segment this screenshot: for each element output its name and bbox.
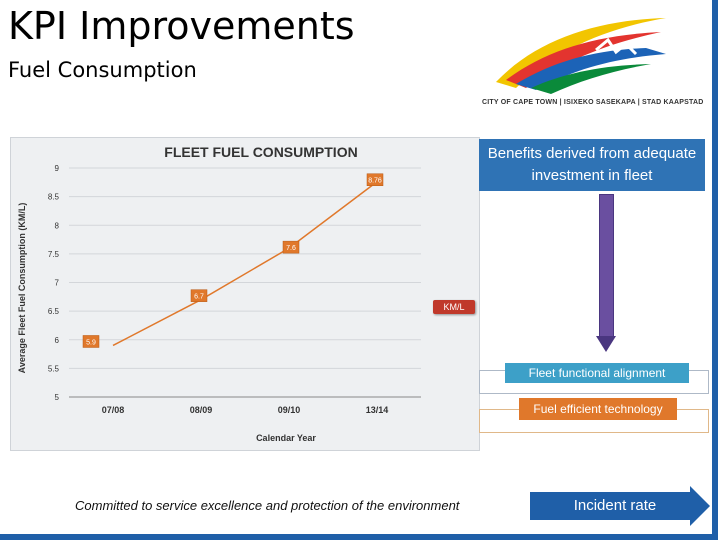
data-label-box	[282, 240, 300, 254]
y-tick-label: 7	[55, 279, 60, 288]
x-axis-label: Calendar Year	[256, 433, 316, 443]
x-tick-label: 07/08	[102, 405, 125, 415]
slide-title: KPI Improvements	[8, 4, 355, 48]
data-label-box	[82, 335, 100, 348]
y-tick-label: 9	[55, 164, 60, 173]
logo-text: CITY OF CAPE TOWN | ISIXEKO SASEKAPA | S…	[482, 99, 704, 106]
arrow-head-icon	[596, 336, 616, 352]
y-axis-label: Average Fleet Fuel Consumption (KM/L)	[17, 203, 27, 374]
incident-rate-label[interactable]: Incident rate	[573, 497, 657, 514]
y-tick-label: 7.5	[48, 250, 60, 259]
slide-subtitle: Fuel Consumption	[8, 58, 197, 82]
y-tick-label: 8	[55, 221, 60, 230]
data-label-box	[190, 289, 208, 302]
series-line	[112, 181, 378, 347]
fleet-alignment-box: Fleet functional alignment	[505, 363, 689, 383]
footer-text: Committed to service excellence and prot…	[75, 498, 460, 513]
x-tick-label: 09/10	[278, 405, 301, 415]
chart-svg: FLEET FUEL CONSUMPTION 5 5.5 6 6.5 7 7.5 8 8.5 9 0…	[17, 144, 421, 443]
fuel-chart: FLEET FUEL CONSUMPTION 5 5.5 6 6.5 7 7.5 8 8.5 9 0…	[10, 137, 480, 451]
incident-arrow-icon[interactable]	[530, 486, 710, 526]
y-tick-label: 5.5	[48, 364, 60, 373]
y-tick-label: 5	[55, 393, 60, 402]
x-tick-label: 08/09	[190, 405, 213, 415]
y-tick-label: 6.5	[48, 307, 60, 316]
benefits-box: Benefits derived from adequate investmen…	[479, 139, 705, 191]
data-label: 6.7	[194, 294, 204, 301]
fuel-technology-box: Fuel efficient technology	[519, 398, 677, 420]
data-label: 8.76	[368, 178, 382, 185]
data-label: 5.9	[86, 339, 96, 346]
city-logo-icon	[496, 18, 666, 94]
data-label: 7.6	[286, 245, 296, 252]
chart-title: FLEET FUEL CONSUMPTION	[164, 144, 357, 160]
legend-entry: KM/L	[433, 300, 475, 314]
data-label-box	[366, 173, 384, 186]
y-tick-label: 6	[55, 336, 60, 345]
y-tick-label: 8.5	[48, 193, 60, 202]
x-tick-label: 13/14	[366, 405, 389, 415]
down-arrow-icon	[599, 194, 614, 338]
